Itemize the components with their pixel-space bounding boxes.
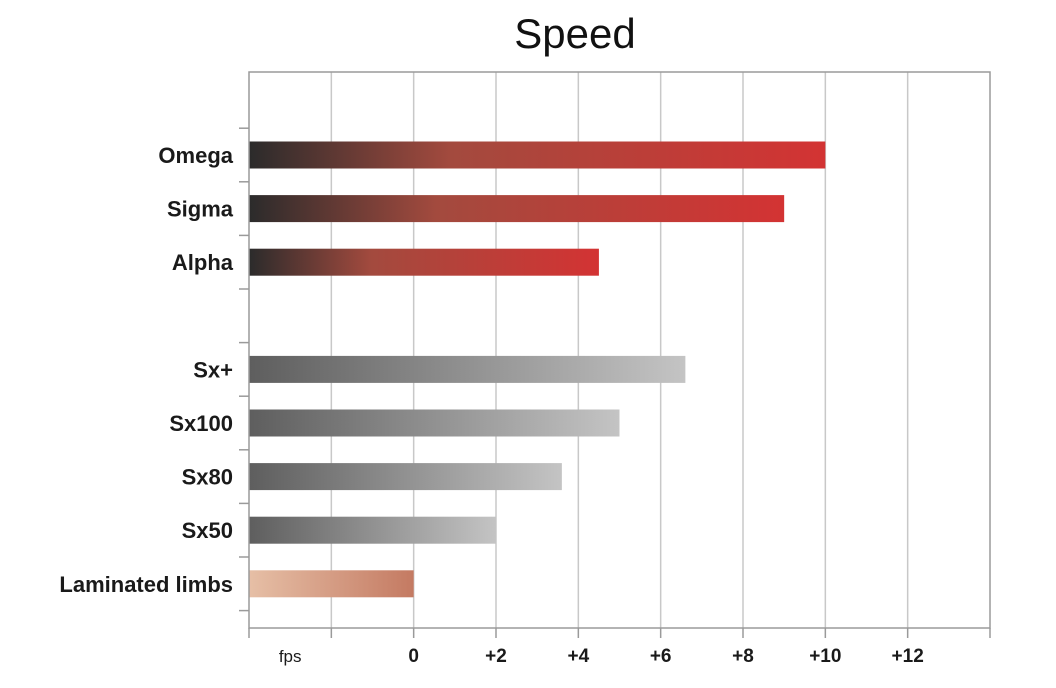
chart-title: Speed [514, 10, 635, 57]
labels: Omega Sigma Alpha Sx+ Sx100 Sx80 Sx50 Laminated… [59, 143, 923, 667]
category-label: Sx100 [169, 411, 233, 436]
bar-sigma [249, 195, 785, 223]
x-tick-label: +4 [567, 646, 589, 667]
category-label: Omega [158, 143, 233, 168]
plot-frame [248, 71, 991, 629]
bar-sx- [249, 355, 686, 383]
category-label: Laminated limbs [59, 572, 233, 597]
x-tick-label: +10 [809, 646, 841, 667]
axes [239, 71, 991, 638]
category-label: Sigma [167, 197, 234, 222]
bar-sx100 [249, 409, 620, 437]
bar-sx80 [249, 463, 562, 491]
x-tick-label: +8 [732, 646, 754, 667]
category-label: Sx50 [182, 518, 233, 543]
category-label: Alpha [172, 250, 234, 275]
x-tick-label: 0 [408, 646, 419, 667]
x-tick-label: +6 [650, 646, 672, 667]
x-axis-label: fps [279, 647, 302, 666]
x-tick-label: +12 [892, 646, 924, 667]
x-tick-label: +2 [485, 646, 507, 667]
bar-laminated-limbs [249, 570, 414, 598]
category-label: Sx+ [193, 357, 233, 382]
bar-sx50 [249, 516, 496, 544]
category-label: Sx80 [182, 465, 233, 490]
bar-omega [249, 141, 826, 169]
bars [249, 141, 826, 598]
bar-alpha [249, 248, 599, 276]
